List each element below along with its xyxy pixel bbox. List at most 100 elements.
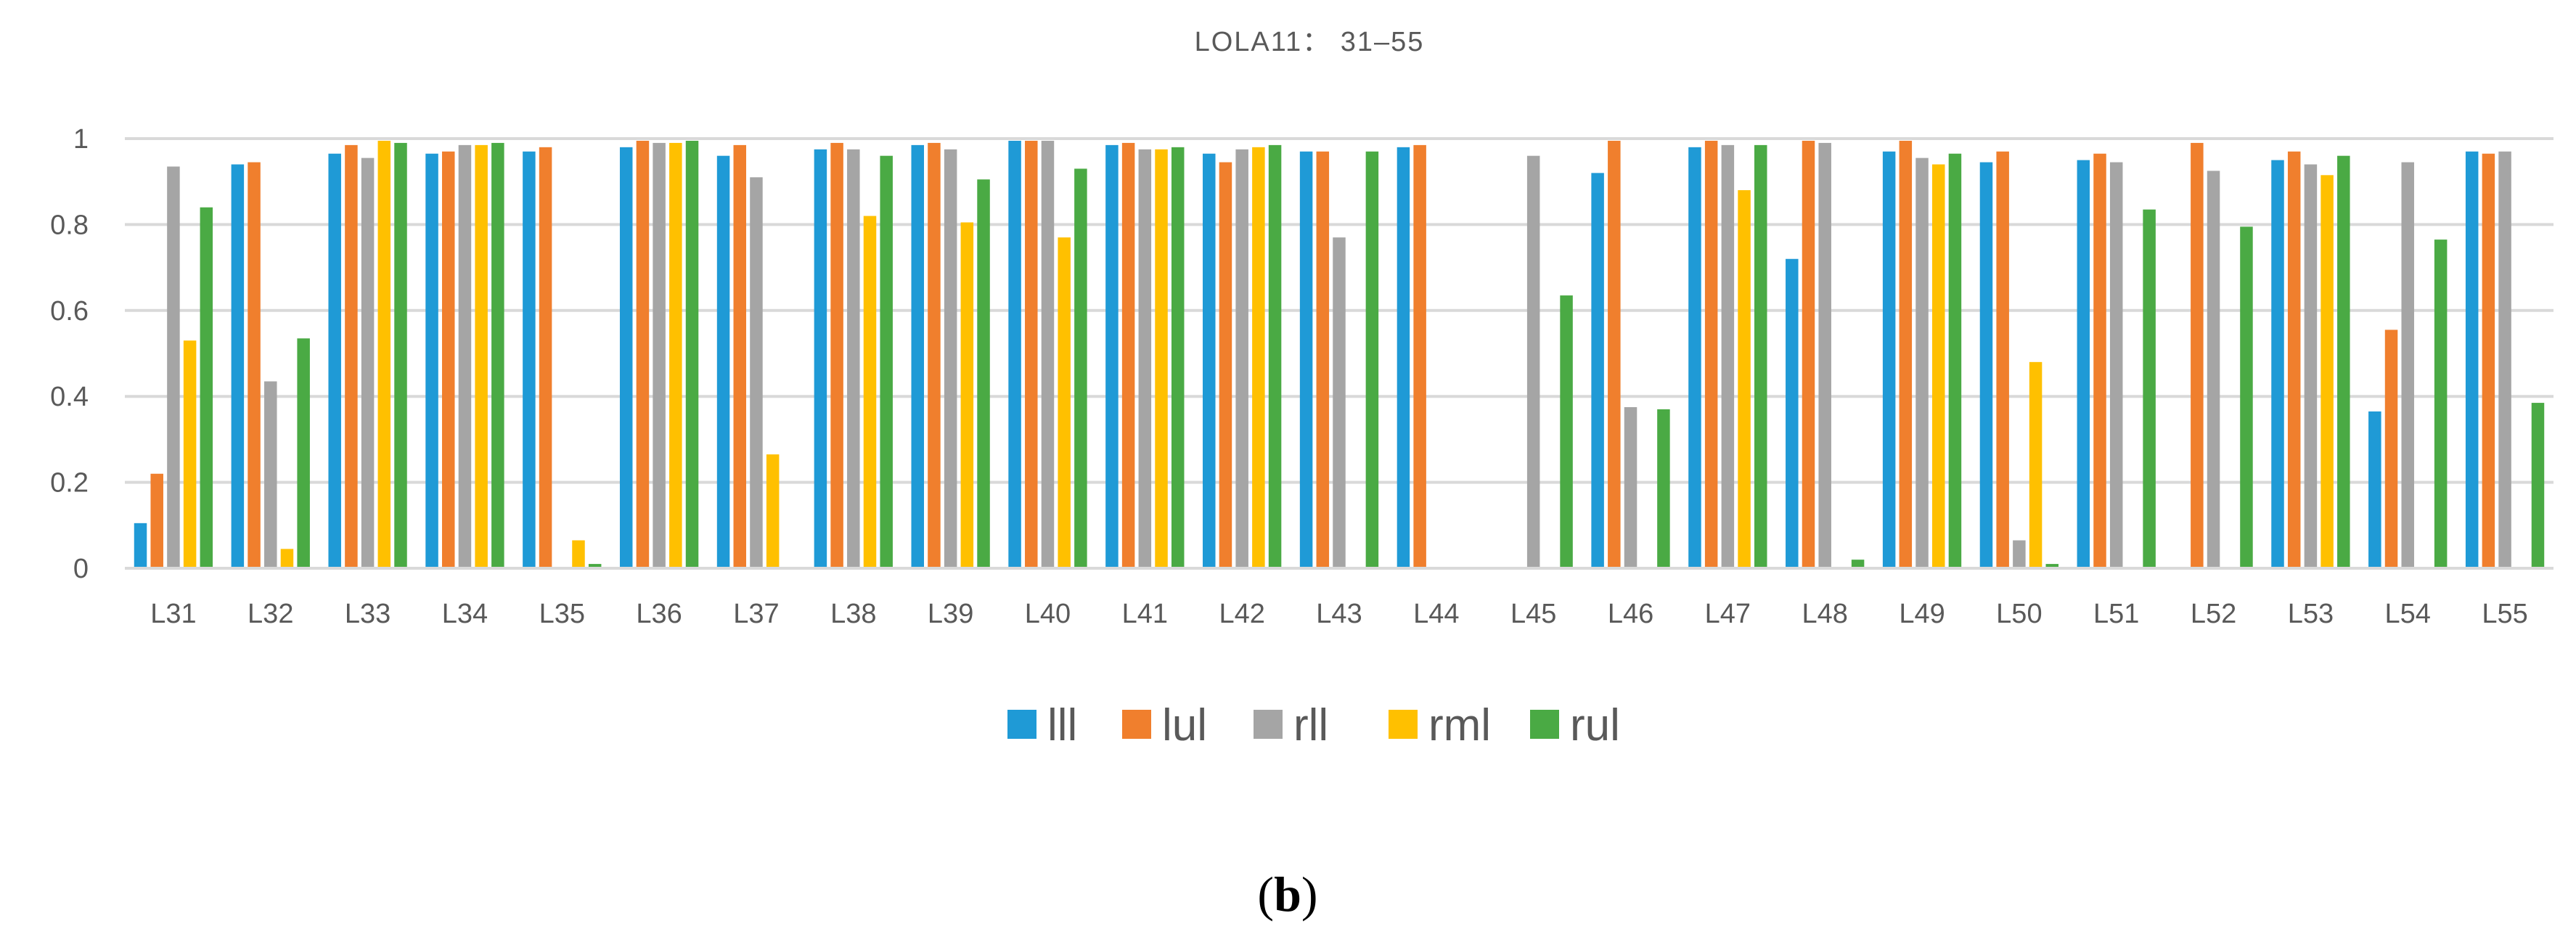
bar-rll-L41	[1138, 149, 1152, 569]
bar-rll-L42	[1235, 149, 1248, 569]
x-tick-label: L38	[830, 599, 876, 629]
x-tick-label: L55	[2482, 599, 2527, 629]
bar-lul-L39	[928, 142, 941, 569]
bar-rll-L54	[2401, 162, 2414, 568]
x-tick-label: L36	[636, 599, 682, 629]
x-tick-label: L40	[1025, 599, 1071, 629]
x-tick-label: L39	[928, 599, 973, 629]
bar-rul-L45	[1560, 295, 1573, 568]
bar-lll-L53	[2271, 160, 2284, 569]
x-tick-label: L37	[733, 599, 779, 629]
bar-lll-L34	[425, 153, 438, 569]
x-tick-label: L32	[248, 599, 293, 629]
x-tick-label: L50	[1996, 599, 2042, 629]
bar-rul-L32	[297, 338, 310, 568]
bar-rll-L52	[2207, 171, 2220, 568]
bar-rll-L48	[1818, 142, 1831, 569]
figure-caption: (b)	[1257, 867, 1317, 922]
bar-rml-L53	[2321, 175, 2334, 568]
bar-lll-L51	[2077, 160, 2090, 569]
bar-rll-L31	[167, 166, 180, 569]
y-tick-label: 0.2	[50, 468, 89, 499]
bar-rul-L34	[491, 142, 504, 569]
y-tick-label: 0.4	[50, 382, 89, 412]
bar-lll-L54	[2368, 411, 2381, 568]
bar-rll-L33	[361, 157, 375, 568]
bar-rul-L52	[2240, 226, 2253, 568]
bar-lul-L42	[1219, 162, 1232, 568]
bar-rll-L37	[750, 177, 763, 568]
x-tick-label: L51	[2093, 599, 2139, 629]
bar-rml-L35	[572, 540, 585, 568]
bar-rul-L55	[2531, 403, 2545, 568]
bar-rul-L54	[2434, 239, 2448, 568]
bar-rml-L37	[766, 454, 780, 568]
bar-rul-L50	[2045, 564, 2059, 568]
bar-lul-L36	[636, 140, 650, 568]
axes: L31 L32 L33 L34 L35 L36 L37 L38 L39 L40 L41 L42 L43 L…	[125, 567, 2553, 629]
x-tick-label: L52	[2191, 599, 2236, 629]
bar-rll-L55	[2498, 151, 2511, 568]
bar-lll-L43	[1299, 151, 1313, 568]
bar-lll-L47	[1688, 147, 1701, 569]
x-tick-label: L48	[1802, 599, 1847, 629]
bar-rul-L40	[1074, 168, 1087, 568]
bar-rml-L50	[2029, 361, 2043, 568]
bar-lll-L32	[231, 164, 245, 568]
bar-lll-L38	[814, 149, 827, 569]
x-tick-label: L45	[1510, 599, 1556, 629]
bar-lul-L37	[733, 144, 747, 568]
bar-rml-L38	[863, 216, 877, 568]
x-tick-label: L53	[2288, 599, 2334, 629]
x-tick-label: L54	[2385, 599, 2431, 629]
bar-rll-L51	[2109, 162, 2123, 568]
bar-rul-L35	[588, 564, 602, 568]
bar-lll-L42	[1203, 153, 1216, 569]
bar-rml-L40	[1058, 237, 1071, 568]
bar-lul-L34	[441, 151, 455, 568]
bar-lll-L36	[619, 147, 633, 569]
bar-rll-L46	[1624, 407, 1637, 568]
bar-rul-L33	[394, 142, 407, 569]
bar-rml-L47	[1738, 190, 1751, 568]
caption-letter: b	[1274, 867, 1301, 922]
y-tick-label: 0.8	[50, 210, 89, 240]
bar-rul-L42	[1268, 144, 1282, 568]
bar-lll-L55	[2465, 151, 2479, 568]
bar-lll-L48	[1786, 258, 1799, 568]
bar-lul-L46	[1608, 140, 1621, 568]
bar-lul-L35	[539, 147, 552, 569]
legend-swatch-rml	[1389, 710, 1418, 739]
legend-label-lul: lul	[1162, 700, 1207, 750]
bar-rml-L49	[1931, 164, 1945, 568]
legend-label-rll: rll	[1293, 700, 1328, 750]
bar-rll-L43	[1333, 237, 1346, 568]
bars	[134, 140, 2545, 569]
bar-lll-L35	[523, 151, 536, 568]
x-tick-label: L33	[345, 599, 391, 629]
bar-rll-L40	[1041, 140, 1055, 568]
bar-rul-L49	[1948, 153, 1962, 569]
bar-rml-L42	[1252, 147, 1265, 569]
bar-rul-L39	[977, 179, 990, 569]
bar-lul-L41	[1121, 142, 1135, 569]
bar-rll-L53	[2304, 164, 2318, 568]
x-tick-label: L46	[1608, 599, 1653, 629]
legend-label-rul: rul	[1570, 700, 1620, 750]
x-tick-label: L47	[1705, 599, 1751, 629]
legend-swatch-lll	[1007, 710, 1036, 739]
bar-lul-L38	[830, 142, 843, 569]
bar-lll-L49	[1882, 151, 1896, 568]
bar-rml-L33	[377, 140, 391, 568]
bar-lul-L47	[1704, 140, 1718, 568]
bar-lll-L46	[1591, 173, 1604, 569]
x-tick-label: L43	[1316, 599, 1362, 629]
bar-rul-L51	[2143, 209, 2156, 568]
legend-swatch-lul	[1122, 710, 1151, 739]
bar-rll-L34	[458, 144, 472, 568]
bar-rll-L39	[944, 149, 957, 569]
y-tick-label: 0	[73, 554, 89, 584]
bar-rml-L34	[475, 144, 488, 568]
y-tick-label: 0.6	[50, 296, 89, 327]
